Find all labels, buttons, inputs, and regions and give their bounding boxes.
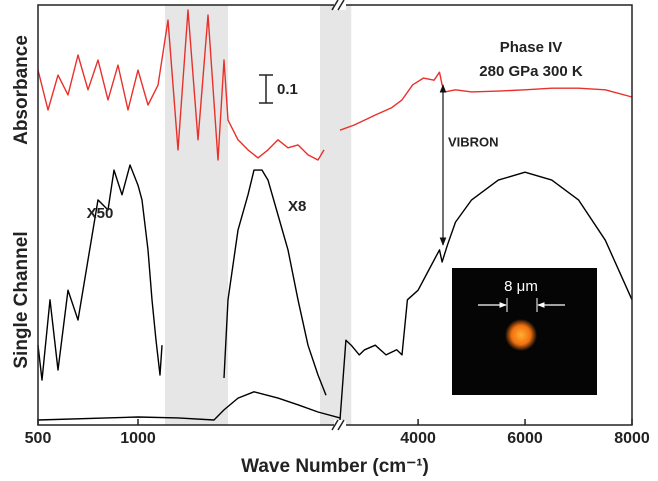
x-tick-label: 6000 [507, 430, 543, 447]
spectrum-line [339, 171, 633, 421]
spectrum-line [339, 71, 633, 131]
inset-label: 8 μm [504, 278, 538, 295]
x-tick-label: 1000 [120, 430, 156, 447]
spectrum-line [37, 391, 341, 421]
x-axis-label: Wave Number (cm⁻¹) [241, 456, 429, 477]
x-tick-label: 500 [25, 430, 52, 447]
spectrum-line [223, 169, 327, 396]
annotation: 0.1 [277, 81, 298, 98]
annotation: Phase IV [500, 39, 563, 56]
y-axis-label: Absorbance [11, 35, 32, 145]
annotation: X50 [87, 205, 114, 222]
x-tick-label: 4000 [400, 430, 436, 447]
y-axis-label: Single Channel [11, 231, 32, 368]
x-tick-label: 8000 [614, 430, 650, 447]
shaded-region [340, 5, 352, 425]
spectrum-line [37, 164, 163, 381]
shaded-regions [165, 5, 352, 425]
inset: 8 μm [452, 268, 597, 395]
plot [37, 9, 633, 421]
annotation: X8 [288, 198, 306, 215]
shaded-region [320, 5, 340, 425]
annotation: 280 GPa 300 K [479, 63, 583, 80]
scale-bar [259, 74, 273, 104]
shaded-region [165, 5, 228, 425]
spectrum-line [37, 9, 325, 161]
axis-break [331, 0, 346, 431]
annotation: VIBRON [448, 134, 499, 149]
